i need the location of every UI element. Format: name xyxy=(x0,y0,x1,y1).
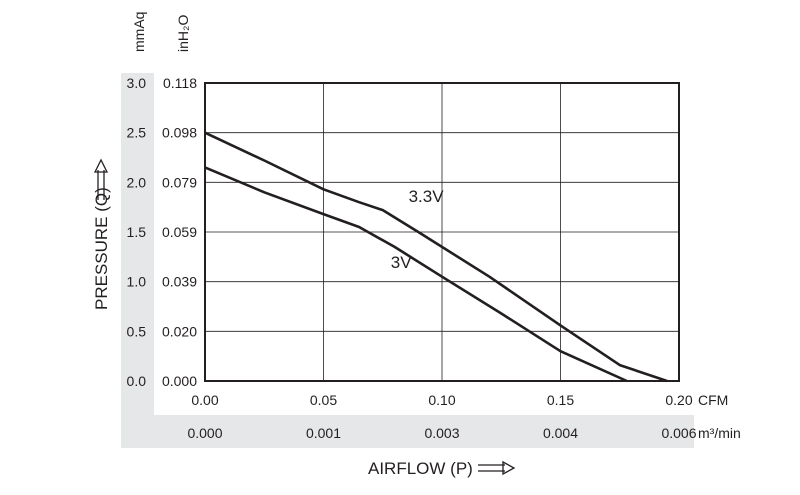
grid xyxy=(205,83,679,381)
x-tick-label-secondary: 0.000 xyxy=(187,425,222,441)
x-tick-labels: 0.00 0.000 0.05 0.001 0.10 0.003 0.15 0.004 0.20… xyxy=(187,392,696,441)
x-tick-label: 0.15 xyxy=(547,392,574,408)
y-tick-label: 2.0 xyxy=(127,174,147,190)
y-tick-label: 3.0 xyxy=(127,75,147,91)
x-tick-label-secondary: 0.006 xyxy=(661,425,696,441)
y-tick-label-secondary: 0.098 xyxy=(162,125,197,141)
y-tick-label: 0.5 xyxy=(127,323,147,339)
y-tick-label-secondary: 0.118 xyxy=(163,75,197,91)
y-tick-label: 1.5 xyxy=(127,224,147,240)
x-axis-title: AIRFLOW (P) xyxy=(368,459,473,478)
plot-frame xyxy=(204,82,680,382)
x-axis-arrow-icon xyxy=(478,460,516,476)
y-unit-secondary: inH₂O xyxy=(175,15,191,52)
y-tick-labels: 0.0 0.000 0.5 0.020 1.0 0.039 1.5 0.059 2.0 0.079… xyxy=(127,75,198,389)
y-unit-primary: mmAq xyxy=(131,12,147,52)
y-tick-label-secondary: 0.039 xyxy=(162,274,197,290)
y-tick-label-secondary: 0.020 xyxy=(162,323,197,339)
x-tick-label-secondary: 0.003 xyxy=(424,425,459,441)
x-unit-primary: CFM xyxy=(698,392,728,408)
series-lines: 3.3V 3V xyxy=(204,131,668,383)
y-tick-label: 2.5 xyxy=(127,125,147,141)
series-line xyxy=(204,131,668,383)
x-tick-label: 0.05 xyxy=(310,392,337,408)
y-tick-label: 0.0 xyxy=(127,373,147,389)
series-label: 3V xyxy=(391,253,412,272)
series-line xyxy=(204,166,628,383)
x-tick-label-secondary: 0.001 xyxy=(306,425,341,441)
x-unit-secondary: m³/min xyxy=(698,425,741,441)
x-secondary-panel xyxy=(121,415,694,448)
series-label: 3.3V xyxy=(409,187,445,206)
y-tick-label: 1.0 xyxy=(127,274,147,290)
y-axis-arrow-icon xyxy=(93,158,109,200)
y-primary-panel xyxy=(121,73,154,415)
y-tick-label-secondary: 0.079 xyxy=(162,174,197,190)
x-tick-label: 0.00 xyxy=(191,392,218,408)
x-tick-label: 0.20 xyxy=(665,392,692,408)
y-tick-label-secondary: 0.059 xyxy=(162,224,197,240)
y-axis-title: PRESSURE (Q) xyxy=(92,187,111,310)
x-tick-label-secondary: 0.004 xyxy=(543,425,578,441)
x-tick-label: 0.10 xyxy=(428,392,455,408)
y-tick-label-secondary: 0.000 xyxy=(162,373,197,389)
